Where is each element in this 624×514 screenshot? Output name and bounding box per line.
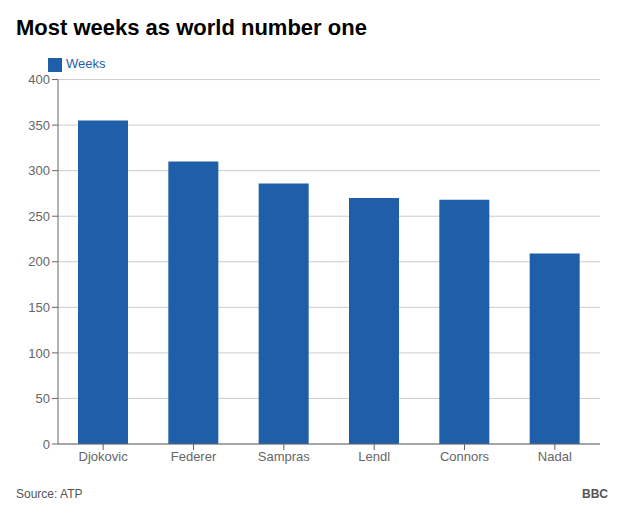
svg-text:300: 300 [28,163,50,178]
svg-text:50: 50 [36,391,50,406]
svg-text:Nadal: Nadal [538,449,572,464]
html-text:Weeks: Weeks [66,56,106,71]
svg-text:Sampras: Sampras [258,449,311,464]
svg-text:200: 200 [28,254,50,269]
svg-text:Djokovic: Djokovic [79,449,129,464]
html-text:Most weeks as world number one: Most weeks as world number one [16,15,367,40]
svg-text:250: 250 [28,209,50,224]
svg-text:100: 100 [28,346,50,361]
svg-text:Lendl: Lendl [358,449,390,464]
html-text:Source: ATP: Source: ATP [16,487,83,501]
html-text:BBC: BBC [582,487,608,501]
svg-text:0: 0 [43,437,50,452]
svg-text:350: 350 [28,118,50,133]
svg-text:150: 150 [28,300,50,315]
svg-text:400: 400 [28,72,50,87]
svg-text:Federer: Federer [171,449,217,464]
svg-text:Connors: Connors [440,449,490,464]
